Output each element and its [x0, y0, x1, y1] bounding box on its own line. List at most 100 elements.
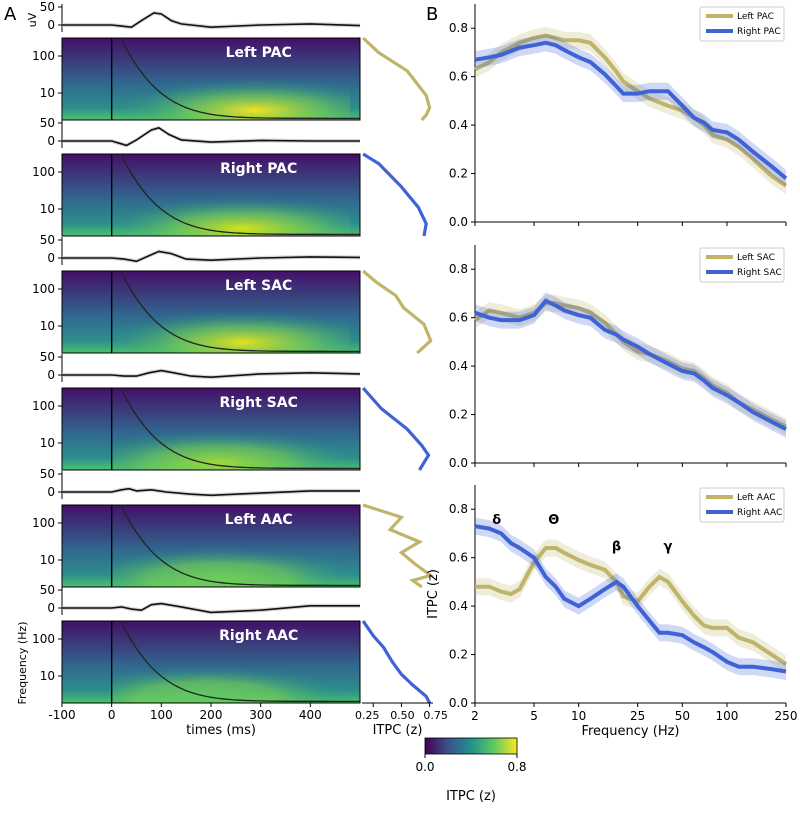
band-annotation: β: [612, 540, 621, 555]
tf-row-title: Right SAC: [220, 395, 298, 411]
cone-of-influence: [120, 387, 360, 470]
series-ci-band: [475, 292, 786, 438]
y-tick-label: 0.6: [449, 70, 468, 84]
y-tick-label: 0.8: [449, 502, 468, 516]
tf-row-6: 50 0 Right AAC 100 10: [32, 583, 432, 704]
tf-ytick-label: 10: [40, 202, 55, 216]
tf-ytick-label: 10: [40, 553, 55, 567]
series-line-right-pac: [474, 40, 788, 180]
y-tick-label: 0.2: [449, 648, 468, 662]
y-tick-label: 0.6: [449, 551, 468, 565]
tf-row-title: Left AAC: [225, 512, 293, 528]
erp-ytick-label: 0: [47, 485, 55, 499]
colorbar-min-label: 0.0: [415, 760, 434, 774]
erp-ytick-label: 0: [47, 601, 55, 615]
tf-ytick-label: 10: [40, 669, 55, 683]
series-line-left-aac: [475, 546, 788, 666]
tf-row-1: 50 0 uV Left PAC 100 10: [26, 0, 432, 122]
itpc-chart-sac: 0.0 0.2 0.4 0.6 0.8 Left SAC Right SAC: [449, 245, 787, 470]
tf-heatmap-hotspot: [111, 299, 351, 353]
series-ci-band: [475, 27, 786, 195]
side-itpc-profile: [362, 152, 428, 237]
x-tick-label: 100: [716, 709, 739, 723]
tf-heatmap-hotspot: [111, 66, 351, 120]
band-annotation: Θ: [548, 513, 559, 528]
legend-label: Right SAC: [737, 268, 782, 278]
y-axis-label: ITPC (z): [426, 569, 441, 619]
y-tick-label: 0.4: [449, 599, 468, 613]
tf-row-title: Left SAC: [225, 278, 292, 294]
y-tick-label: 0.6: [449, 311, 468, 325]
tf-heatmap-frame: [61, 270, 361, 354]
cone-of-influence: [120, 153, 360, 236]
legend-label: Right PAC: [737, 27, 781, 37]
y-tick-label: 0.2: [449, 167, 468, 181]
x-tick-label: 25: [630, 709, 645, 723]
x-axis-label: Frequency (Hz): [581, 724, 679, 739]
erp-confidence-band: [62, 601, 360, 615]
legend-label: Left PAC: [737, 12, 774, 22]
colorbar-gradient: [424, 737, 518, 755]
side-itpc-profile: [362, 269, 433, 355]
erp-waveform: [62, 487, 360, 497]
tf-ytick-label: 100: [32, 49, 55, 63]
colorbar-max-label: 0.8: [507, 760, 526, 774]
tf-ytick-label: 100: [32, 632, 55, 646]
side-itpc-profile: [362, 36, 432, 122]
y-tick-label: 0.4: [449, 359, 468, 373]
erp-ytick-label: 50: [40, 350, 55, 364]
erp-waveform: [62, 369, 361, 379]
tf-heatmap-frame: [61, 387, 361, 471]
side-itpc-profile: [361, 386, 431, 471]
erp-ytick-label: 0: [47, 18, 55, 32]
erp-waveform: [62, 12, 361, 29]
tf-xtick-label: 300: [249, 708, 272, 722]
side-x-axis: 0.25 0.50 0.75: [355, 702, 448, 722]
erp-confidence-band: [62, 486, 360, 498]
side-xtick-label: 0.25: [355, 709, 380, 722]
y-tick-label: 0.4: [449, 118, 468, 132]
side-xtick-label: 0.50: [390, 709, 415, 722]
tf-xtick-label: 200: [200, 708, 223, 722]
tf-row-title: Right PAC: [220, 161, 297, 177]
tf-ytick-label: 100: [32, 282, 55, 296]
erp-ytick-label: 0: [47, 251, 55, 265]
panel-a-label: A: [4, 4, 17, 25]
tf-ytick-label: 100: [32, 399, 55, 413]
tf-row-3: 50 0 Left SAC 100 10: [32, 233, 433, 355]
tf-x-axis: -100 0 100 200 300 400: [48, 703, 322, 722]
legend: Left AAC Right AAC: [699, 487, 785, 523]
tf-row-title: Right AAC: [219, 628, 298, 644]
tf-ytick-label: 10: [40, 86, 55, 100]
tf-xtick-label: 100: [150, 708, 173, 722]
erp-ytick-label: 0: [47, 134, 55, 148]
series-line-left-pac: [474, 33, 788, 188]
tf-xlabel: times (ms): [186, 723, 256, 738]
series-ci-band: [475, 539, 786, 673]
erp-confidence-band: [62, 125, 360, 148]
y-tick-label: 0.8: [449, 21, 468, 35]
erp-ytick-label: 50: [40, 116, 55, 130]
tf-heatmap-frame: [61, 504, 361, 588]
side-itpc-profile: [362, 503, 435, 589]
tf-row-5: 50 0 Left AAC 100 10: [32, 467, 435, 589]
series-line-right-sac: [474, 298, 787, 431]
y-tick-label: 0.2: [449, 408, 468, 422]
tf-xtick-label: 0: [108, 708, 116, 722]
erp-waveform: [62, 250, 361, 263]
tf-heatmap-frame: [61, 37, 361, 121]
cone-of-influence: [120, 620, 360, 703]
tf-heatmap-hotspot: [111, 416, 351, 470]
series-line-right-aac: [474, 524, 787, 674]
itpc-chart-pac: 0.0 0.2 0.4 0.6 0.8 Left PAC Right PAC: [449, 4, 788, 229]
erp-ytick-label: 50: [40, 583, 55, 597]
erp-ylabel: uV: [26, 12, 39, 27]
erp-ytick-label: 0: [47, 368, 55, 382]
tf-heatmap-hotspot: [111, 533, 351, 587]
cone-of-influence: [120, 270, 360, 353]
side-itpc-profile: [361, 620, 432, 704]
